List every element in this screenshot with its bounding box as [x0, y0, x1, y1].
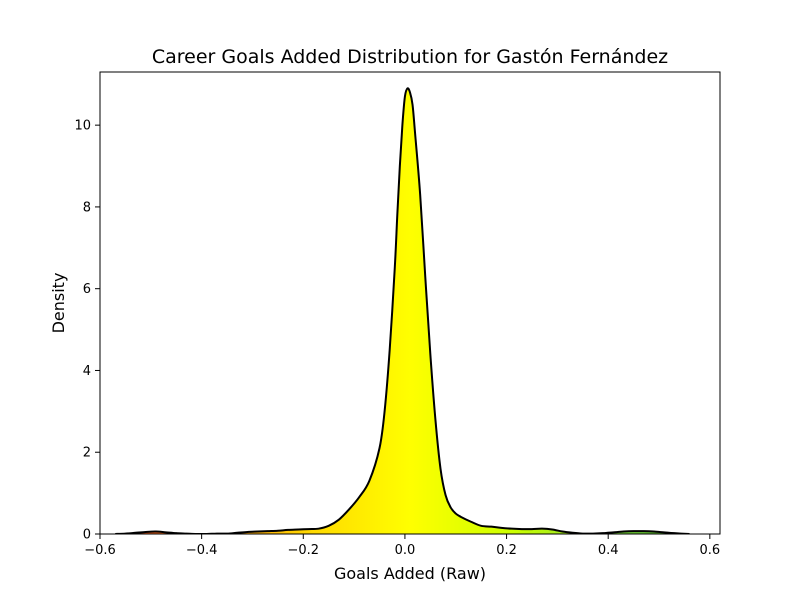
y-tick-label: 8 — [83, 200, 91, 215]
x-tick-label: 0.6 — [699, 543, 720, 558]
x-axis-label: Goals Added (Raw) — [334, 564, 486, 583]
y-tick-label: 6 — [83, 282, 91, 297]
chart-title: Career Goals Added Distribution for Gast… — [152, 46, 668, 68]
y-tick-label: 0 — [83, 528, 91, 543]
y-tick-label: 4 — [83, 364, 91, 379]
y-axis: 0 2 4 6 8 10 — [74, 119, 100, 543]
x-tick-label: 0.2 — [496, 543, 517, 558]
x-tick-label: −0.4 — [186, 543, 218, 558]
x-tick-label: −0.2 — [287, 543, 319, 558]
x-axis: −0.6 −0.4 −0.2 0.0 0.2 0.4 0.6 — [84, 534, 720, 558]
y-tick-label: 10 — [74, 119, 91, 134]
x-tick-label: 0.4 — [598, 543, 619, 558]
x-tick-label: −0.6 — [84, 543, 116, 558]
x-tick-label: 0.0 — [395, 543, 416, 558]
density-fill-area — [115, 88, 690, 534]
density-line — [115, 87, 690, 534]
plot-frame — [99, 71, 721, 535]
plot-area — [99, 71, 721, 535]
y-tick-label: 2 — [83, 446, 91, 461]
y-axis-label: Density — [49, 273, 68, 334]
